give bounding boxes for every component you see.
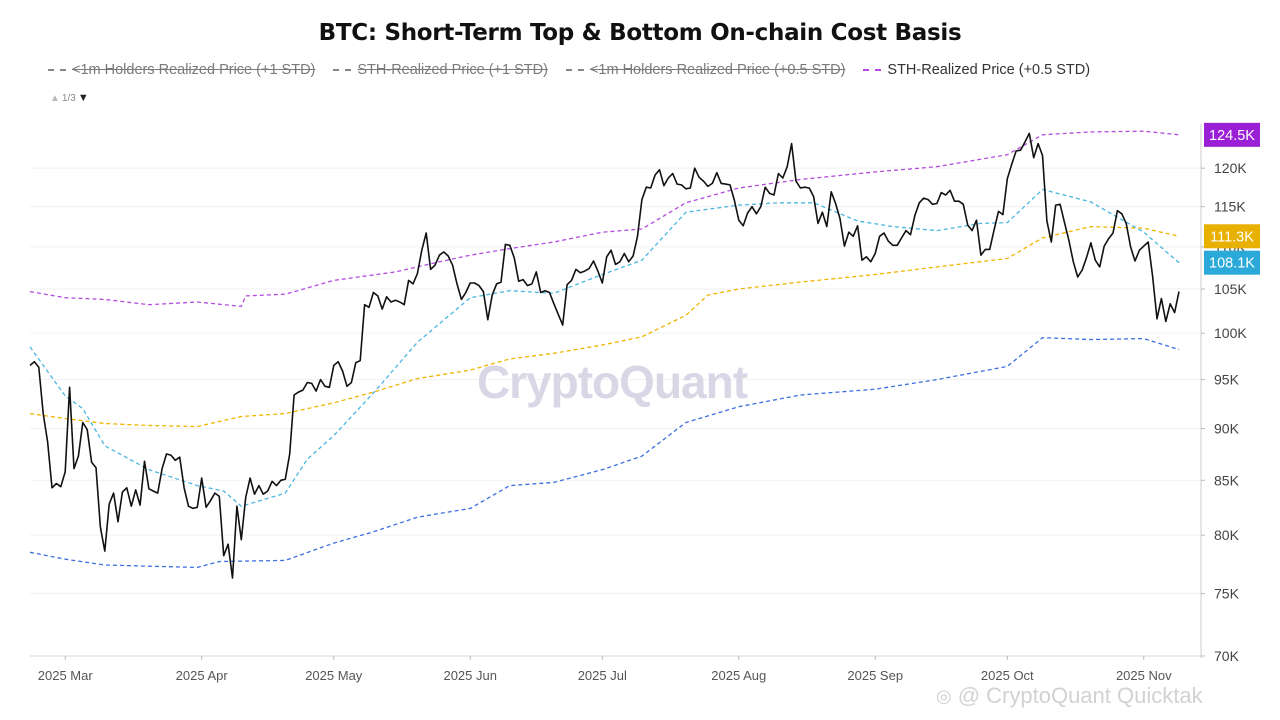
chart-title: BTC: Short-Term Top & Bottom On-chain Co… bbox=[318, 20, 962, 46]
price-tag-label: 111.3K bbox=[1210, 229, 1254, 245]
weibo-at-icon: ◎ bbox=[936, 685, 952, 706]
legend-item-1m-holders-plus1std[interactable]: <1m Holders Realized Price (+1 STD) bbox=[48, 62, 315, 78]
y-tick-label: 105K bbox=[1214, 281, 1247, 297]
legend-item-sth-plus1std[interactable]: STH-Realized Price (+1 STD) bbox=[333, 62, 548, 78]
price-tag-box bbox=[1204, 224, 1260, 249]
y-tick-label: 120K bbox=[1214, 160, 1247, 176]
legend-label: STH-Realized Price (+0.5 STD) bbox=[887, 62, 1091, 78]
x-tick-label: 2025 Sep bbox=[847, 668, 903, 683]
legend-item-1m-holders-plus05std[interactable]: <1m Holders Realized Price (+0.5 STD) bbox=[565, 62, 846, 78]
y-tick-label: 70K bbox=[1214, 648, 1240, 664]
price-tag: 108.1K bbox=[1204, 250, 1260, 275]
y-tick-label: 95K bbox=[1214, 372, 1240, 388]
series-layer bbox=[29, 130, 1180, 579]
legend-item-sth-plus05std[interactable]: STH-Realized Price (+0.5 STD) bbox=[863, 62, 1090, 78]
watermark-text: CryptoQuant bbox=[477, 356, 748, 408]
legend-swatch-icon bbox=[48, 69, 66, 71]
legend-swatch-icon bbox=[863, 69, 882, 71]
credit-text: @ CryptoQuant Quicktak bbox=[957, 683, 1203, 708]
legend-page-down-icon[interactable]: ▼ bbox=[77, 92, 89, 104]
legend-pager: ▲ 1/3 ▼ bbox=[50, 92, 89, 104]
y-tick-label: 90K bbox=[1214, 421, 1240, 437]
x-tick-label: 2025 Aug bbox=[711, 668, 766, 683]
y-tick-label: 115K bbox=[1214, 199, 1246, 215]
legend-label: <1m Holders Realized Price (+1 STD) bbox=[72, 62, 316, 78]
price-tags: 124.5K 111.3K 108.1K bbox=[1204, 122, 1260, 275]
legend-page-indicator: 1/3 bbox=[61, 92, 76, 104]
price-tag-label: 124.5K bbox=[1209, 128, 1255, 144]
legend-page-up-icon[interactable]: ▲ bbox=[50, 92, 60, 104]
legend-label: STH-Realized Price (+1 STD) bbox=[357, 62, 548, 78]
price-tag-label: 108.1K bbox=[1209, 256, 1255, 272]
x-tick-label: 2025 Jul bbox=[578, 668, 627, 683]
price-tag: 124.5K bbox=[1204, 122, 1260, 147]
y-tick-label: 85K bbox=[1214, 472, 1240, 488]
y-tick-label: 80K bbox=[1214, 527, 1240, 543]
x-tick-label: 2025 Nov bbox=[1116, 668, 1172, 683]
series-line-1m-holders-realized-price-1-std bbox=[29, 337, 1180, 569]
x-tick-label: 2025 Apr bbox=[176, 668, 229, 683]
x-tick-label: 2025 Jun bbox=[443, 668, 497, 683]
y-tick-label: 100K bbox=[1214, 325, 1247, 341]
x-tick-label: 2025 Mar bbox=[38, 668, 94, 683]
legend-swatch-icon bbox=[333, 69, 352, 71]
price-tag-box bbox=[1204, 122, 1260, 147]
series-line-1m-holders-realized-price bbox=[29, 188, 1180, 507]
x-tick-label: 2025 Oct bbox=[981, 668, 1034, 683]
legend-label: <1m Holders Realized Price (+0.5 STD) bbox=[589, 62, 846, 78]
series-line-btc-price bbox=[29, 132, 1180, 579]
price-tag: 111.3K bbox=[1204, 224, 1260, 249]
price-tag-box bbox=[1204, 250, 1260, 275]
legend: <1m Holders Realized Price (+1 STD) STH-… bbox=[48, 62, 1090, 78]
x-axis: 2025 Mar 2025 Apr 2025 May 2025 Jun 2025 Jul… bbox=[38, 656, 1172, 683]
y-tick-label: 75K bbox=[1214, 586, 1240, 602]
credit-watermark: ◎ @ CryptoQuant Quicktak bbox=[936, 683, 1203, 709]
legend-swatch-icon bbox=[565, 69, 584, 71]
series-line-sth-realized-price-0-5-std bbox=[29, 130, 1180, 308]
x-tick-label: 2025 May bbox=[305, 668, 363, 683]
grid-lines bbox=[30, 167, 1201, 595]
series-line-sth-realized-price bbox=[29, 225, 1180, 428]
